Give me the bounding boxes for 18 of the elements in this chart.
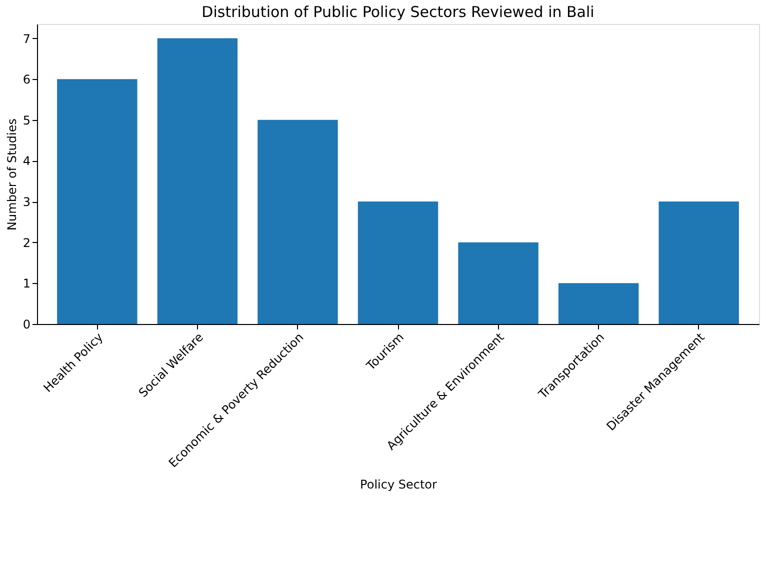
bar	[458, 242, 538, 324]
y-tick-label: 0	[22, 318, 30, 332]
y-tick-label: 6	[22, 72, 30, 87]
bar	[358, 202, 438, 324]
bar	[57, 79, 138, 324]
bar	[157, 38, 238, 324]
y-tick-label: 2	[22, 236, 30, 250]
x-axis-title: Policy Sector	[360, 478, 438, 492]
y-tick-label: 1	[22, 276, 30, 291]
bar	[258, 120, 338, 324]
y-axis-title: Number of Studies	[4, 118, 19, 230]
y-tick-label: 5	[22, 113, 30, 128]
bar	[558, 283, 639, 324]
y-tick-label: 4	[22, 154, 30, 168]
y-tick-label: 7	[22, 32, 30, 46]
chart-title: Distribution of Public Policy Sectors Reviewed in Bali	[202, 3, 594, 21]
y-tick-label: 3	[22, 195, 30, 210]
bar	[658, 202, 739, 324]
